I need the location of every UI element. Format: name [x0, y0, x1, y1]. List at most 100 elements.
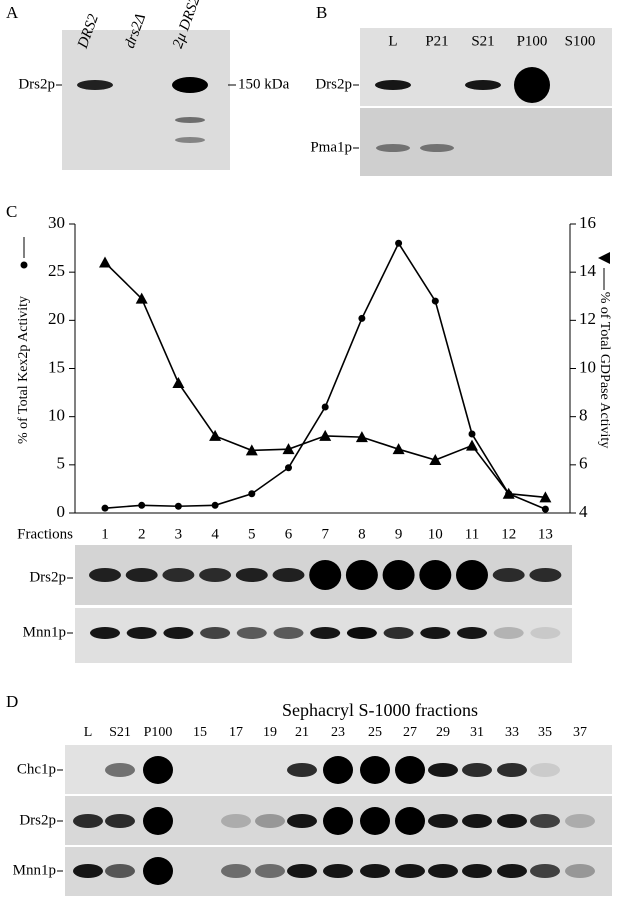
band	[175, 137, 205, 143]
band	[428, 814, 458, 828]
lane-label: 23	[331, 725, 345, 740]
band	[375, 80, 411, 90]
lane-label: P21	[425, 33, 448, 49]
band	[105, 814, 135, 828]
data-point	[248, 490, 256, 498]
lane-label: 25	[368, 725, 382, 740]
data-point	[245, 444, 258, 456]
lane-label: L	[388, 33, 397, 49]
band	[376, 144, 410, 152]
data-point	[319, 429, 332, 441]
band	[235, 568, 268, 582]
band	[530, 814, 560, 828]
band	[530, 763, 560, 777]
lane-label: S100	[565, 33, 596, 49]
band	[272, 568, 305, 582]
band	[163, 627, 194, 639]
band	[255, 864, 285, 878]
band	[462, 814, 492, 828]
band	[323, 756, 353, 784]
band	[529, 568, 562, 582]
blot	[360, 28, 612, 106]
band	[395, 864, 425, 878]
band	[565, 864, 595, 878]
band	[419, 560, 452, 590]
x-tick-label: 12	[501, 526, 516, 542]
band	[462, 864, 492, 878]
band	[323, 864, 353, 878]
row-label: Pma1p	[310, 139, 352, 155]
y2-tick-label: 16	[579, 213, 596, 232]
band	[105, 763, 135, 777]
band	[565, 814, 595, 828]
y2-tick-label: 14	[579, 261, 597, 280]
x-tick-label: 7	[321, 526, 329, 542]
band	[493, 627, 524, 639]
data-point	[138, 501, 146, 509]
band	[465, 80, 501, 90]
data-point	[321, 403, 329, 411]
x-tick-label: 1	[101, 526, 109, 542]
band	[360, 807, 390, 835]
band	[287, 864, 317, 878]
lane-label: 17	[229, 725, 243, 740]
row-label: Drs2p	[19, 812, 56, 828]
x-tick-label: 11	[465, 526, 479, 542]
data-point	[209, 429, 222, 441]
lane-label: L	[84, 725, 93, 740]
data-point	[285, 464, 292, 472]
data-point	[358, 314, 366, 322]
row-label: Mnn1p	[13, 862, 56, 878]
data-point	[468, 430, 476, 438]
band	[255, 814, 285, 828]
x-tick-label: 10	[428, 526, 443, 542]
lane-label: P100	[517, 33, 548, 49]
lane-label: S21	[109, 725, 131, 740]
series-line	[104, 261, 546, 499]
lane-label: 19	[263, 725, 277, 740]
x-tick-label: 2	[138, 526, 146, 542]
band	[221, 864, 251, 878]
data-point	[282, 443, 295, 455]
lane-label: 27	[403, 725, 417, 740]
data-point	[539, 491, 552, 503]
band	[309, 560, 342, 590]
band	[199, 568, 232, 582]
band	[125, 568, 158, 582]
x-tick-label: 3	[175, 526, 183, 542]
y-tick-label: 15	[48, 357, 65, 376]
band	[360, 864, 390, 878]
band	[105, 864, 135, 878]
x-tick-label: 4	[211, 526, 219, 542]
panel-title: Sephacryl S-1000 fractions	[282, 700, 478, 720]
band	[492, 568, 525, 582]
band	[126, 627, 157, 639]
y-tick-label: 20	[48, 309, 65, 328]
band	[89, 568, 121, 582]
y-tick-label: 0	[57, 502, 66, 521]
band	[497, 763, 527, 777]
band	[497, 864, 527, 878]
x-axis-label: Fractions	[17, 526, 73, 542]
panel-label: D	[6, 692, 18, 711]
data-point	[174, 502, 182, 510]
data-point	[395, 239, 403, 247]
band	[428, 864, 458, 878]
band	[497, 814, 527, 828]
data-point	[135, 292, 148, 304]
band	[530, 627, 561, 639]
data-point	[99, 256, 111, 268]
band	[73, 864, 103, 878]
band	[175, 117, 205, 123]
band	[143, 756, 173, 784]
y-tick-label: 10	[48, 406, 65, 425]
data-point	[431, 297, 439, 305]
band	[345, 560, 378, 590]
data-point	[101, 504, 109, 512]
data-point	[429, 454, 442, 466]
row-label: Drs2p	[18, 76, 55, 92]
panel-label: B	[316, 3, 327, 22]
band	[456, 560, 488, 590]
band	[236, 627, 267, 639]
